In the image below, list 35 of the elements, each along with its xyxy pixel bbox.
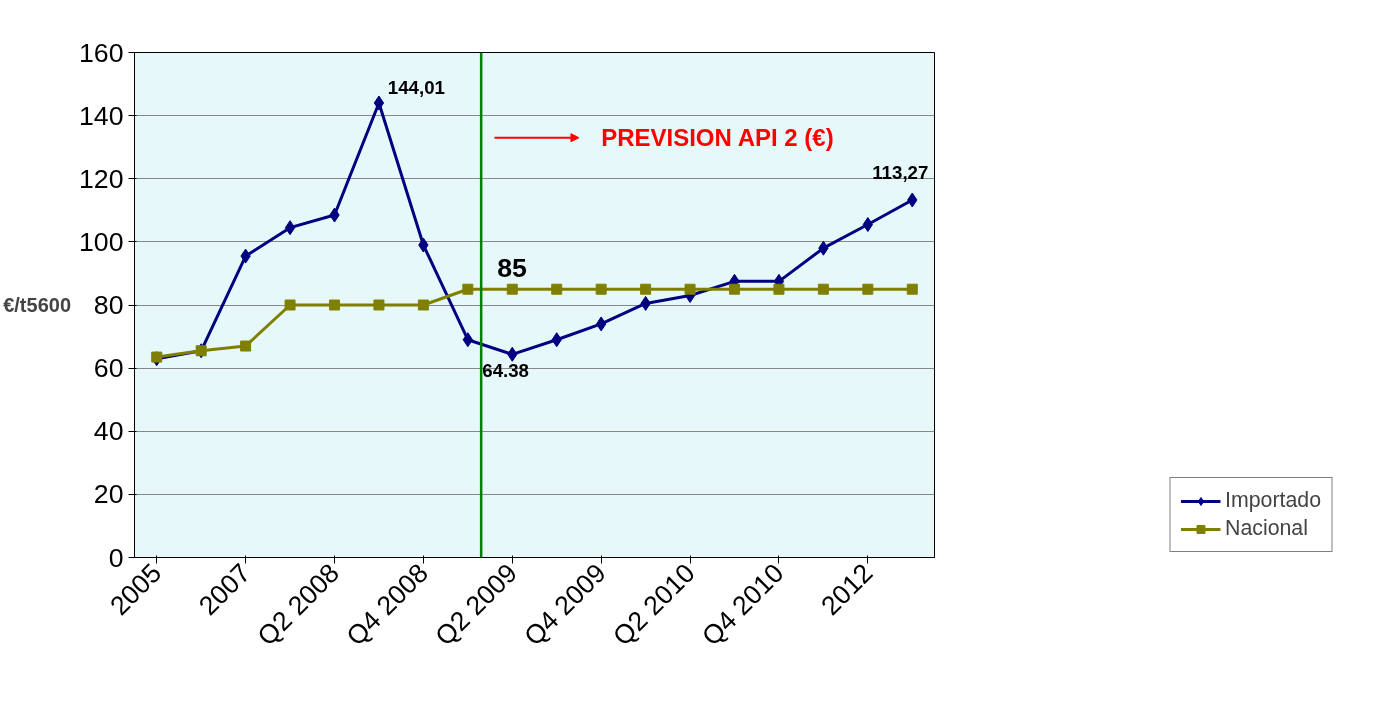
point (640, 283, 652, 295)
annotation: 113,27 (872, 161, 929, 183)
y-tick-label: 120 (79, 163, 124, 194)
annotation: PREVISION API 2 (€) (601, 124, 834, 152)
annotation: 64.38 (482, 360, 529, 382)
y-tick-label: 60 (93, 353, 124, 384)
point (373, 95, 385, 111)
point (817, 283, 829, 295)
y-axis-title: €/t5600 (3, 294, 72, 316)
point (551, 283, 563, 295)
point (240, 340, 252, 352)
point (906, 283, 918, 295)
y-tick-label: 160 (79, 37, 124, 68)
point (329, 299, 340, 311)
point (462, 283, 474, 295)
point (284, 299, 296, 311)
point (506, 283, 518, 295)
annotation: 144,01 (387, 76, 445, 98)
point (373, 299, 385, 311)
y-tick-label: 140 (79, 100, 124, 131)
annotation: 85 (497, 253, 528, 284)
point (284, 220, 296, 236)
point (684, 283, 696, 295)
y-tick-label: 80 (93, 290, 124, 320)
point (595, 283, 607, 295)
point (417, 299, 429, 311)
y-tick-label: 20 (93, 479, 124, 510)
point (151, 351, 163, 363)
point (773, 283, 785, 295)
y-tick-label: 100 (79, 226, 124, 257)
legend-label: Importado (1224, 488, 1322, 513)
point (862, 283, 874, 295)
legend-label: Nacional (1224, 516, 1308, 541)
point (729, 283, 740, 295)
y-tick-label: 40 (93, 416, 124, 447)
